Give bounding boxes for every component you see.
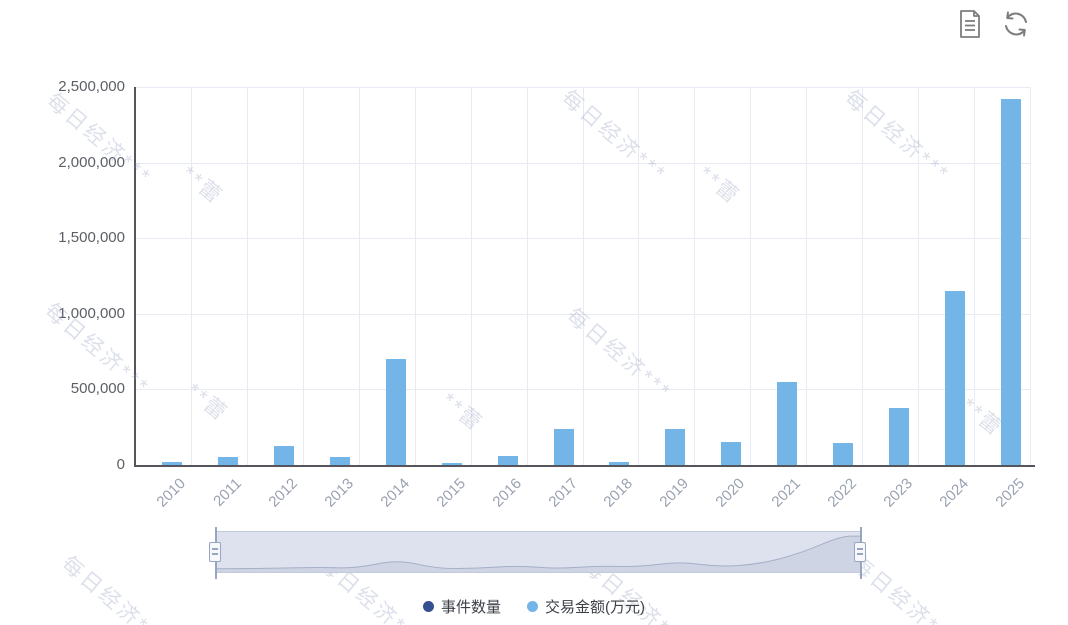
y-axis-tick-label: 0: [116, 456, 125, 473]
x-axis-tick-label: 2010: [153, 475, 189, 511]
legend-label: 事件数量: [440, 599, 501, 616]
bar-2017[interactable]: [553, 428, 574, 465]
gridline-vertical: [750, 87, 752, 465]
gridline-vertical: [918, 87, 920, 465]
x-axis-tick-label: 2019: [656, 475, 693, 511]
bar-2012[interactable]: [273, 446, 294, 465]
gridline-vertical: [582, 87, 584, 465]
bar-2016[interactable]: [497, 455, 518, 465]
legend: 事件数量 交易金额(万元): [0, 596, 1068, 617]
y-axis-tick-label: 1,500,000: [58, 229, 125, 247]
gridline-vertical: [246, 87, 248, 465]
bar-2023[interactable]: [889, 407, 910, 465]
legend-dot-icon: [527, 601, 538, 612]
datazoom-left-handle[interactable]: [209, 527, 221, 579]
x-axis-tick-label: 2022: [824, 475, 861, 511]
bar-2021[interactable]: [777, 381, 798, 465]
save-as-image-icon: [957, 9, 983, 42]
x-axis-tick-label: 2023: [880, 475, 917, 511]
bar-2019[interactable]: [665, 429, 686, 465]
x-axis-tick-label: 2025: [992, 475, 1029, 511]
x-axis-tick-label: 2014: [377, 475, 413, 511]
gridline-vertical: [190, 87, 192, 465]
y-axis-tick-label: 2,000,000: [58, 153, 125, 171]
gridline-vertical: [862, 87, 864, 465]
bar-2011[interactable]: [217, 457, 238, 465]
x-axis-tick-label: 2013: [321, 475, 357, 511]
datazoom-right-grip[interactable]: [854, 542, 866, 562]
y-axis-tick-label: 500,000: [70, 380, 125, 398]
legend-item-0[interactable]: 事件数量: [422, 596, 501, 617]
toolbox: [954, 8, 1032, 42]
gridline-vertical: [302, 87, 304, 465]
gridline-vertical: [470, 87, 472, 465]
legend-label: 交易金额(万元): [545, 599, 645, 616]
y-axis-tick-label: 1,000,000: [58, 304, 125, 322]
bar-2018[interactable]: [609, 461, 630, 465]
gridline-vertical: [358, 87, 360, 465]
datazoom-shadow: [215, 535, 861, 572]
save-as-image-button[interactable]: [954, 8, 986, 42]
restore-button[interactable]: [1000, 8, 1032, 42]
x-axis-tick-label: 2021: [768, 475, 805, 511]
bar-2020[interactable]: [721, 441, 742, 465]
y-axis-line: [134, 87, 136, 466]
bar-2015[interactable]: [441, 463, 462, 465]
x-axis-tick-label: 2018: [600, 475, 637, 511]
datazoom-slider[interactable]: [209, 527, 866, 579]
x-axis-tick-label: 2017: [544, 475, 581, 511]
legend-item-1[interactable]: 交易金额(万元): [527, 596, 645, 617]
bar-2022[interactable]: [833, 443, 854, 465]
restore-icon: [1001, 9, 1031, 42]
x-axis-tick-label: 2012: [265, 475, 301, 511]
bar-2010[interactable]: [161, 461, 182, 465]
gridline-vertical: [526, 87, 528, 465]
gridline-vertical: [806, 87, 808, 465]
datazoom-left-grip[interactable]: [209, 542, 221, 562]
x-axis-tick-label: 2020: [712, 475, 749, 511]
x-axis-line: [134, 465, 1035, 467]
y-axis-tick-label: 2,500,000: [58, 78, 125, 95]
x-axis-tick-label: 2016: [488, 475, 525, 511]
gridline-vertical: [974, 87, 976, 465]
bar-2014[interactable]: [385, 359, 406, 465]
gridline-vertical: [414, 87, 416, 465]
gridline-vertical: [1030, 87, 1031, 465]
bar-2013[interactable]: [329, 456, 350, 465]
x-axis-tick-label: 2015: [433, 475, 469, 511]
x-axis-tick-label: 2024: [936, 475, 973, 511]
gridline-vertical: [694, 87, 696, 465]
bar-2024[interactable]: [945, 291, 966, 465]
datazoom-right-handle[interactable]: [854, 527, 866, 579]
bar-2025[interactable]: [1001, 99, 1022, 465]
legend-dot-icon: [422, 601, 434, 612]
gridline-vertical: [638, 87, 640, 465]
